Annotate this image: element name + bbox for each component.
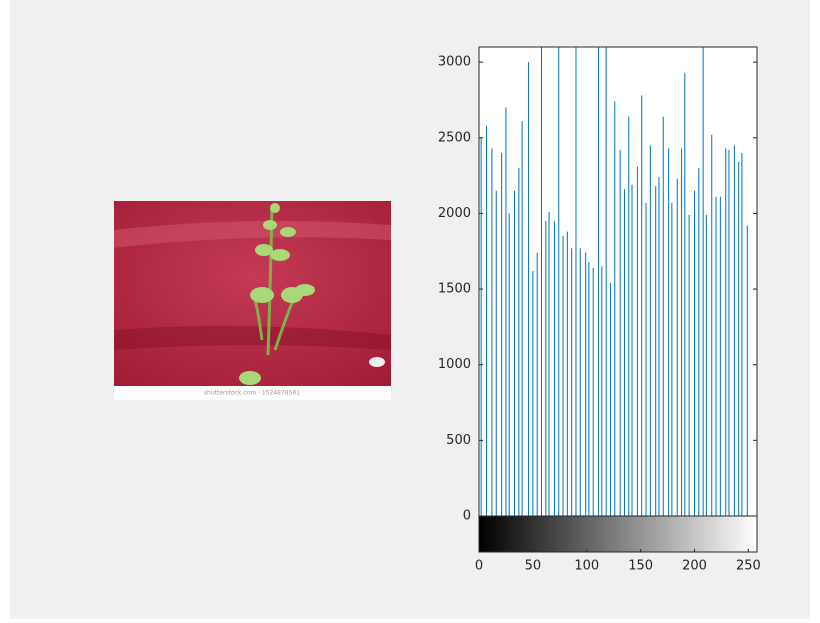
y-tick-label: 1500	[438, 282, 471, 297]
y-tick-label: 2000	[438, 206, 471, 221]
x-tick-label: 150	[628, 559, 653, 574]
watermark: shutterstock.com · 1524878581	[204, 390, 300, 397]
figure: shutterstock.com · 1524878581 0500100015…	[0, 0, 820, 619]
x-tick-label: 50	[525, 559, 542, 574]
photo: shutterstock.com · 1524878581	[114, 201, 391, 400]
x-tick-label: 250	[736, 559, 761, 574]
y-tick-label: 2500	[438, 130, 471, 145]
y-tick-label: 500	[446, 433, 471, 448]
x-tick-label: 0	[475, 559, 483, 574]
y-tick-label: 1000	[438, 357, 471, 372]
plot-area	[479, 47, 757, 516]
colorbar	[479, 516, 757, 552]
y-tick-label: 0	[463, 509, 471, 524]
x-tick-label: 200	[682, 559, 707, 574]
x-tick-label: 100	[574, 559, 599, 574]
y-tick-label: 3000	[438, 55, 471, 70]
